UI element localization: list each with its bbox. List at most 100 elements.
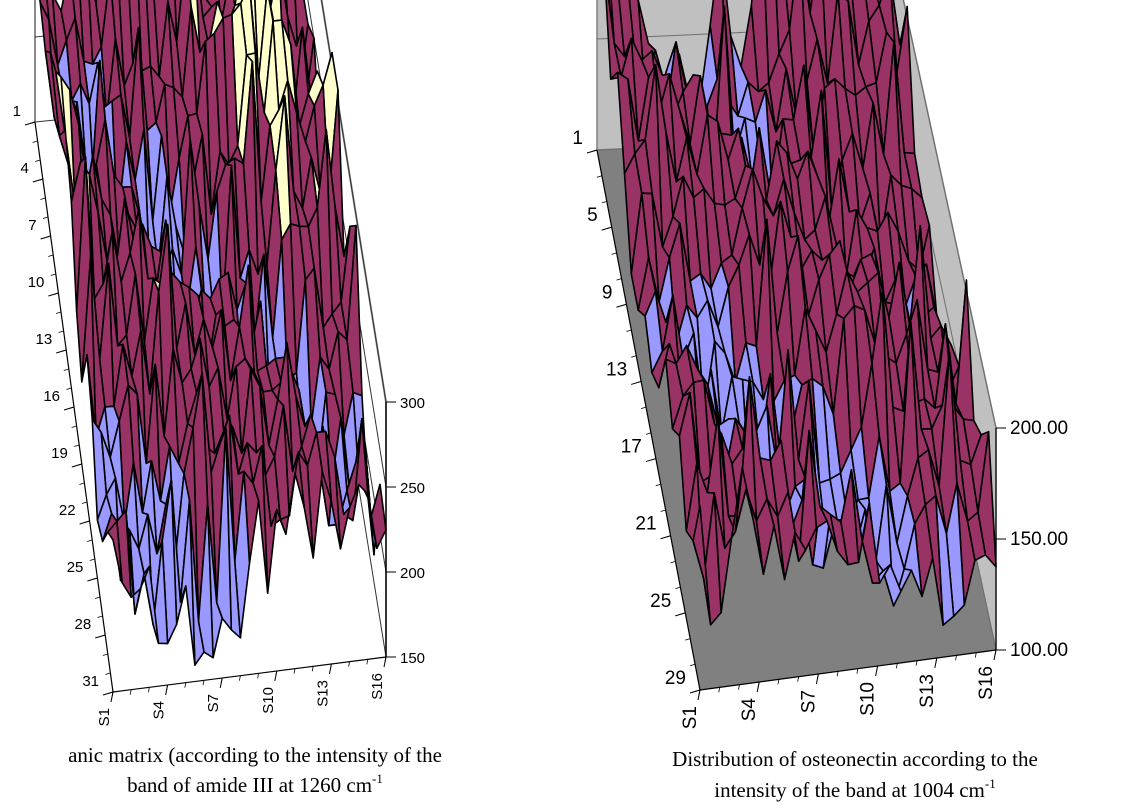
x-tick-label: S7 <box>205 694 222 712</box>
x-minor-tick <box>275 670 278 677</box>
x-tick-label: S1 <box>680 706 701 729</box>
y-minor-tick <box>29 121 36 124</box>
x-minor-tick <box>166 684 168 691</box>
y-minor-tick <box>79 482 85 485</box>
y-tick-label: 7 <box>28 217 36 234</box>
x-minor-tick <box>384 656 387 663</box>
z-gridline <box>902 0 997 429</box>
y-tick-label: 25 <box>650 591 671 612</box>
y-axis-line <box>596 149 701 691</box>
chart-1-caption-text: band of amide III at 1260 cm <box>127 773 372 797</box>
y-minor-tick <box>645 432 652 435</box>
y-minor-tick <box>76 463 82 466</box>
y-minor-tick <box>665 535 671 538</box>
chart-2-caption-text: intensity of the band at 1004 cm <box>714 778 985 802</box>
x-minor-tick <box>777 679 780 685</box>
x-tick-label: S13 <box>314 680 331 707</box>
chart-2-surface <box>605 0 997 626</box>
x-minor-tick <box>293 668 296 674</box>
y-minor-tick <box>606 226 612 230</box>
y-tick-label: 22 <box>59 502 76 519</box>
y-minor-tick <box>32 140 38 143</box>
x-minor-tick <box>757 681 760 688</box>
z-tick-label: 150 <box>400 650 425 667</box>
chart-1-caption-line-1: anic matrix (according to the intensity … <box>68 743 442 767</box>
chart-2-caption-line-2: intensity of the band at 1004 cm-1 <box>714 776 995 802</box>
x-minor-tick <box>856 668 859 674</box>
x-minor-tick <box>257 673 259 679</box>
x-minor-tick <box>817 673 819 680</box>
x-minor-tick <box>955 655 957 661</box>
chart-osteonectin: 1 5 9 13 17 21 25 29 S1 S4 S7 S10 S13 S16 100.00 150.00… <box>572 0 1068 802</box>
y-minor-tick <box>621 303 627 307</box>
x-minor-tick <box>895 663 898 669</box>
x-minor-tick <box>111 691 114 698</box>
y-minor-tick <box>601 201 607 204</box>
chart-1-caption-sup: -1 <box>372 771 383 786</box>
y-minor-tick <box>675 586 681 590</box>
y-minor-tick <box>670 561 676 564</box>
x-tick-label: S10 <box>260 687 277 714</box>
y-tick-label: 31 <box>82 673 99 690</box>
y-minor-tick <box>87 539 93 542</box>
x-minor-tick <box>738 684 740 690</box>
y-minor-tick <box>616 278 622 281</box>
y-minor-tick <box>48 254 54 257</box>
y-minor-tick <box>591 149 598 152</box>
x-tick-label: S4 <box>739 698 760 722</box>
y-minor-tick <box>640 406 647 410</box>
y-minor-tick <box>68 406 75 409</box>
y-minor-tick <box>42 216 49 219</box>
y-minor-tick <box>89 558 95 561</box>
z-tick-label: 200 <box>400 565 425 582</box>
z-tick-label: 150.00 <box>1010 529 1068 550</box>
y-minor-tick <box>102 653 108 656</box>
x-minor-tick <box>366 659 369 665</box>
y-tick-label: 17 <box>621 437 642 458</box>
y-minor-tick <box>50 273 56 276</box>
y-minor-tick <box>611 252 617 255</box>
y-minor-tick <box>84 520 90 523</box>
x-minor-tick <box>129 689 132 695</box>
y-minor-tick <box>655 483 661 487</box>
y-minor-tick <box>61 349 67 352</box>
y-tick-label: 29 <box>665 668 686 689</box>
y-minor-tick <box>58 330 64 333</box>
y-tick-label: 25 <box>67 559 84 576</box>
x-minor-tick <box>311 666 314 672</box>
y-minor-tick <box>94 596 101 599</box>
chart-2-caption-sup: -1 <box>985 776 996 791</box>
y-minor-tick <box>45 235 51 238</box>
x-minor-tick <box>698 689 701 696</box>
y-tick-label: 9 <box>602 282 613 303</box>
y-minor-tick <box>680 612 686 615</box>
y-tick-label: 16 <box>43 388 60 405</box>
x-axis-line <box>699 649 997 691</box>
x-tick-label: S10 <box>858 682 879 716</box>
x-minor-tick <box>184 682 187 688</box>
y-minor-tick <box>37 178 43 181</box>
y-minor-tick <box>71 425 77 428</box>
x-minor-tick <box>348 661 350 667</box>
y-tick-label: 19 <box>51 445 68 462</box>
y-minor-tick <box>97 615 103 618</box>
y-minor-tick <box>100 634 106 637</box>
chart-1-axes: 1 4 7 10 13 16 19 22 25 28 31 S1 S4 S7 S10 S13 S16 150 200… <box>13 103 425 726</box>
y-tick-label: 21 <box>635 514 656 535</box>
z-tick-label: 200.00 <box>1010 418 1068 439</box>
x-minor-tick <box>994 649 997 656</box>
x-minor-tick <box>915 660 918 666</box>
y-minor-tick <box>92 577 98 580</box>
chart-1-surface <box>39 0 387 666</box>
x-minor-tick <box>202 680 205 686</box>
x-tick-label: S1 <box>96 708 113 726</box>
y-minor-tick <box>596 175 603 178</box>
x-minor-tick <box>330 663 332 670</box>
y-tick-label: 10 <box>28 274 45 291</box>
y-minor-tick <box>53 292 59 295</box>
x-minor-tick <box>220 677 223 684</box>
z-tick-label: 300 <box>400 395 425 412</box>
y-minor-tick <box>35 159 41 162</box>
y-tick-label: 13 <box>36 331 53 348</box>
y-minor-tick <box>660 509 666 512</box>
